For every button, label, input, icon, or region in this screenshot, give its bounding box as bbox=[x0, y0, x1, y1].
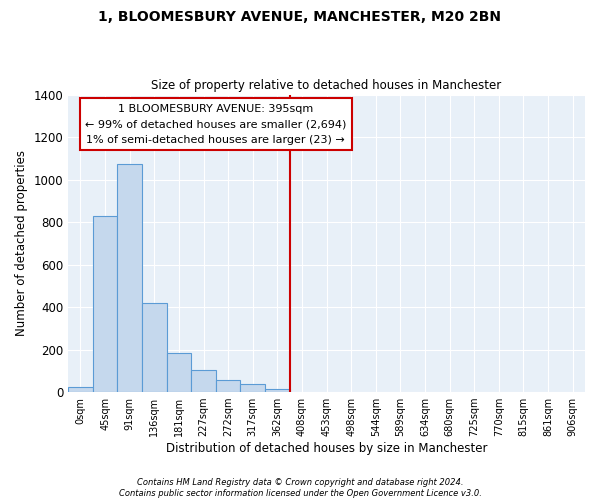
Text: Contains HM Land Registry data © Crown copyright and database right 2024.
Contai: Contains HM Land Registry data © Crown c… bbox=[119, 478, 481, 498]
Bar bbox=[68, 387, 93, 392]
Text: 1 BLOOMESBURY AVENUE: 395sqm
← 99% of detached houses are smaller (2,694)
1% of : 1 BLOOMESBURY AVENUE: 395sqm ← 99% of de… bbox=[85, 104, 347, 145]
Bar bbox=[142, 303, 167, 392]
Bar bbox=[265, 389, 290, 392]
Bar bbox=[93, 216, 118, 392]
Title: Size of property relative to detached houses in Manchester: Size of property relative to detached ho… bbox=[151, 79, 502, 92]
Bar bbox=[167, 354, 191, 392]
Text: 1, BLOOMESBURY AVENUE, MANCHESTER, M20 2BN: 1, BLOOMESBURY AVENUE, MANCHESTER, M20 2… bbox=[98, 10, 502, 24]
X-axis label: Distribution of detached houses by size in Manchester: Distribution of detached houses by size … bbox=[166, 442, 487, 455]
Bar bbox=[118, 164, 142, 392]
Bar bbox=[191, 370, 216, 392]
Y-axis label: Number of detached properties: Number of detached properties bbox=[15, 150, 28, 336]
Bar bbox=[241, 384, 265, 392]
Bar bbox=[216, 380, 241, 392]
